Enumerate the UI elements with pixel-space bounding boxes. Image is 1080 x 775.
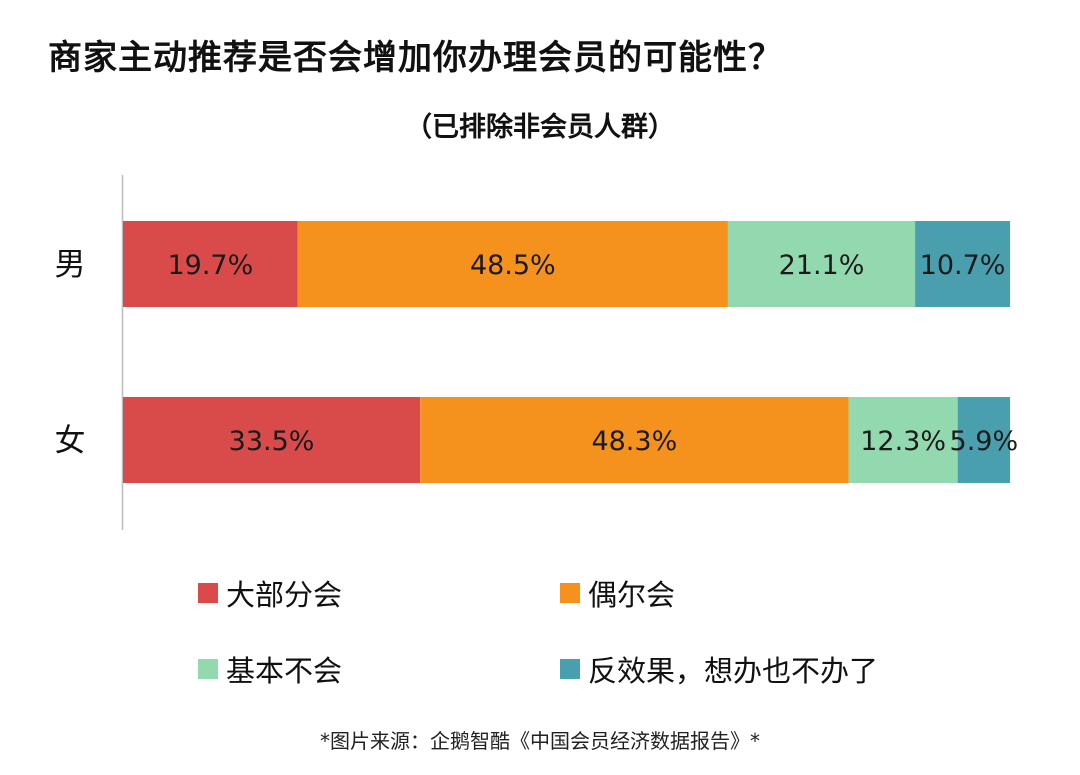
legend-item-1: 大部分会 (198, 572, 342, 614)
chart-title: 商家主动推荐是否会增加你办理会员的可能性？ (48, 38, 783, 78)
data-label: 10.7% (920, 250, 1006, 281)
bar-segment (727, 221, 916, 307)
source-note: *图片来源：企鹅智酷《中国会员经济数据报告》* (320, 729, 760, 753)
legend-item-3: 基本不会 (198, 648, 342, 690)
stacked-bar-chart: 男 19.7% 48.5% 21.1% 10.7% 女 33.5% 48.3% 12.3% 5.9… (55, 175, 1019, 530)
bar-segment (915, 221, 1010, 307)
legend-item-4: 反效果，想办也不办了 (560, 648, 878, 690)
data-label: 12.3% (860, 426, 946, 457)
chart-subtitle: （已排除非会员人群） (405, 112, 675, 143)
data-label: 5.9% (950, 426, 1019, 457)
bar-segment (848, 397, 958, 483)
data-label: 19.7% (167, 250, 253, 281)
legend-item-2: 偶尔会 (560, 572, 675, 614)
bar-segment (297, 221, 728, 307)
legend-label-3: 基本不会 (226, 654, 343, 688)
legend-label-4: 反效果，想办也不办了 (588, 654, 879, 688)
legend-swatch-4 (560, 659, 580, 679)
bar-segment (123, 397, 421, 483)
legend-swatch-2 (560, 583, 580, 603)
data-label: 21.1% (779, 250, 865, 281)
bar-segment (123, 221, 298, 307)
legend-label-1: 大部分会 (226, 578, 343, 612)
legend-swatch-1 (198, 583, 218, 603)
legend-swatch-3 (198, 659, 218, 679)
category-label: 男 (55, 247, 86, 283)
bar-segment (957, 397, 1010, 483)
data-label: 33.5% (229, 426, 315, 457)
legend-label-2: 偶尔会 (588, 578, 676, 612)
data-label: 48.5% (470, 250, 556, 281)
data-label: 48.3% (591, 426, 677, 457)
bar-segment (420, 397, 849, 483)
category-label: 女 (55, 423, 86, 459)
